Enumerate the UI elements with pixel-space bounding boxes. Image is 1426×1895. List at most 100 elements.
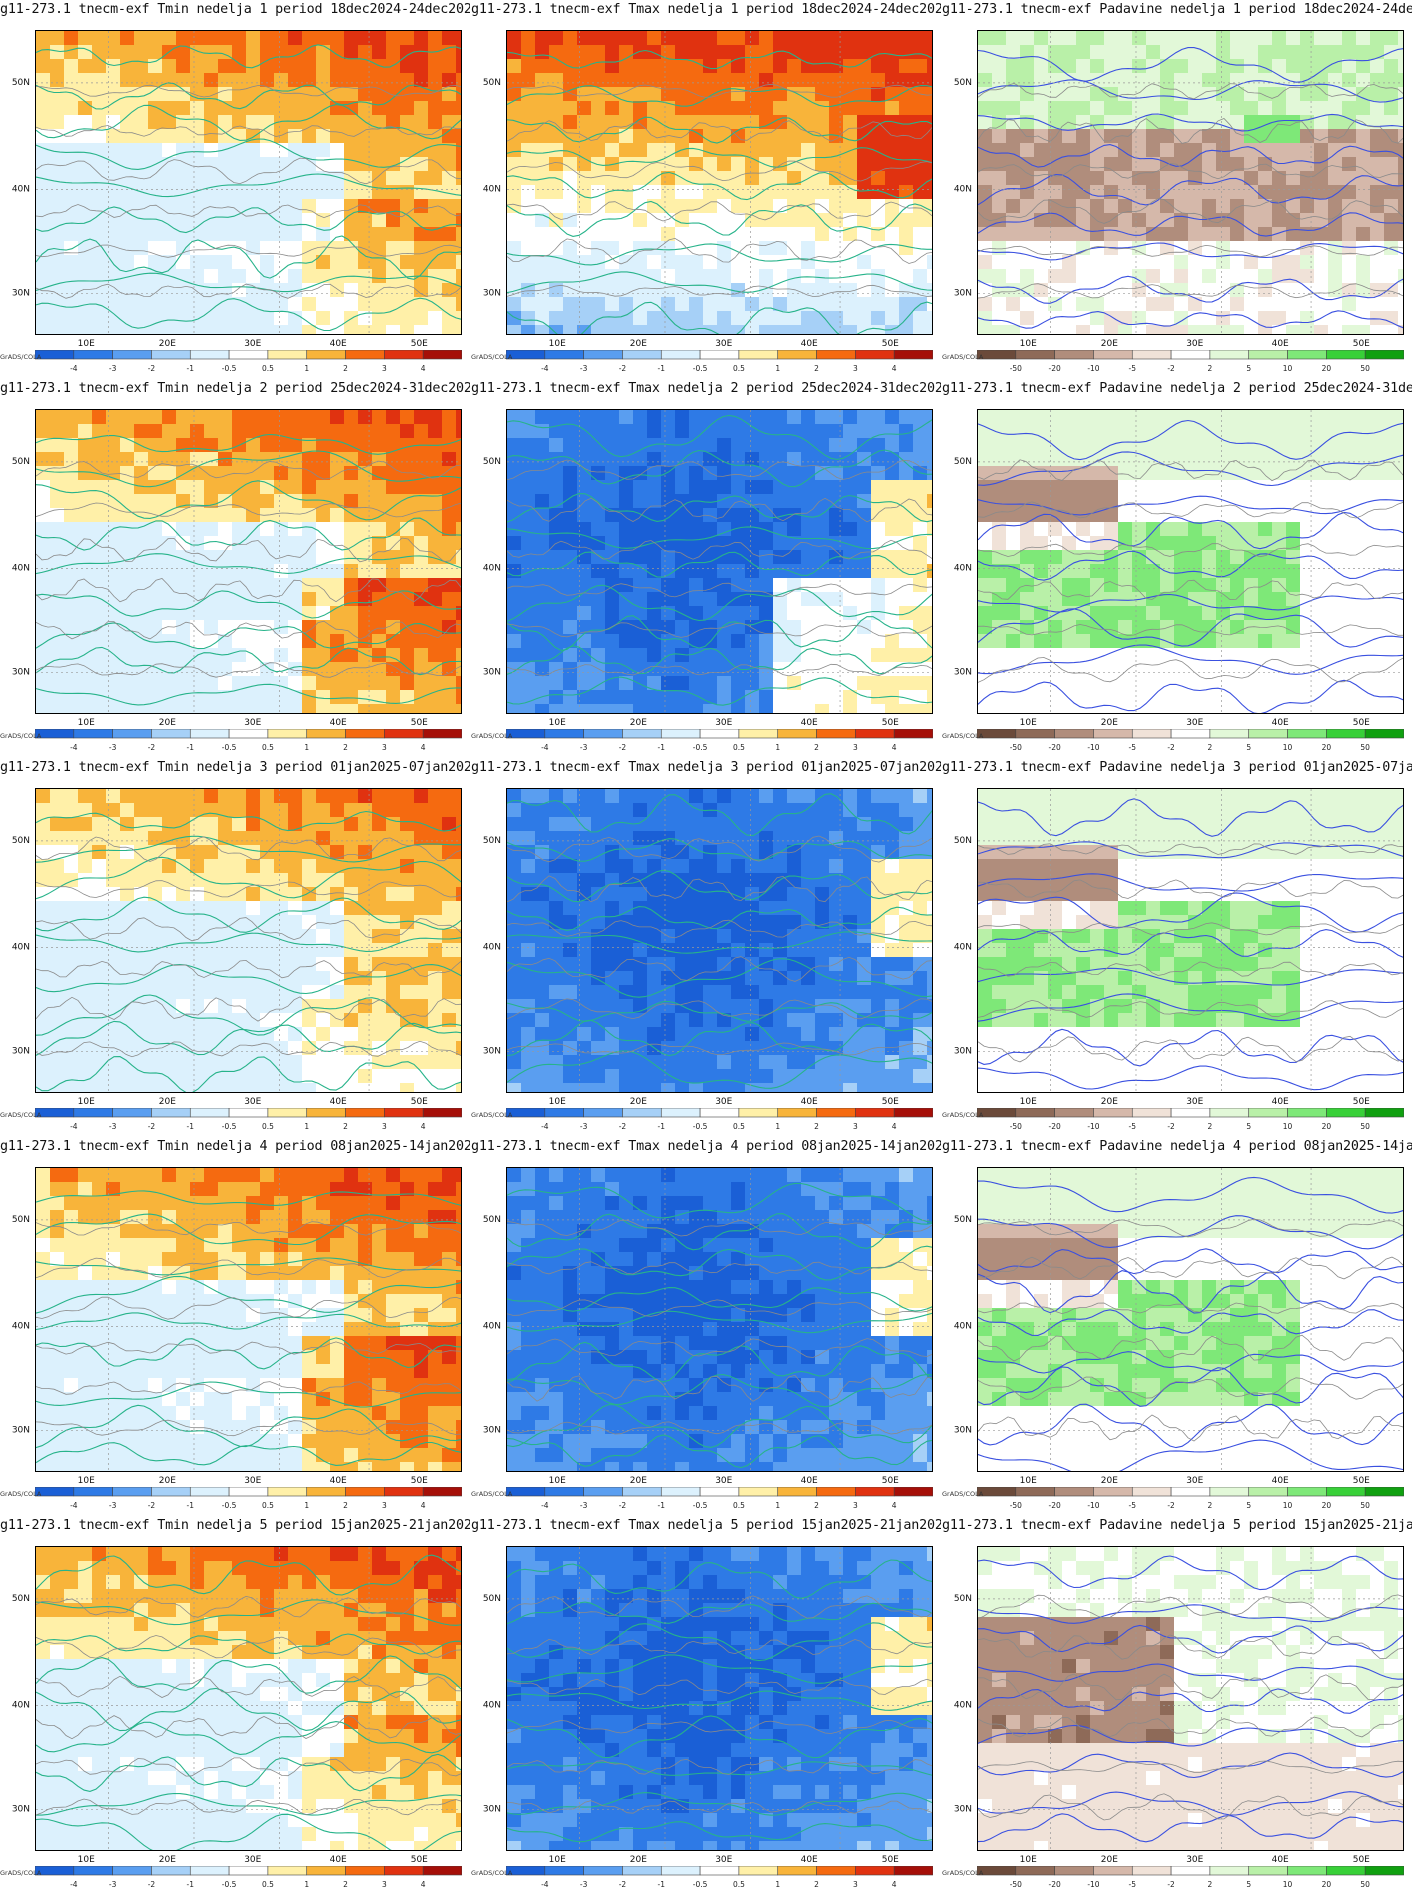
colorbar-swatch xyxy=(1364,1108,1404,1118)
map-field xyxy=(978,1547,1403,1850)
lon-tick-label: 50E xyxy=(411,1476,428,1486)
colorbar-level-label: -4 xyxy=(70,1122,78,1131)
colorbar-level-label: -0.5 xyxy=(693,1122,708,1131)
lon-tick-label: 20E xyxy=(1101,1097,1118,1107)
lon-tick-label: 20E xyxy=(159,339,176,349)
panel-title: g11-273.1 tnecm-exf Padavine nedelja 2 p… xyxy=(942,381,1412,396)
colorbar-swatch xyxy=(112,729,152,739)
lon-tick-label: 10E xyxy=(549,718,566,728)
colorbar-swatch xyxy=(622,1866,662,1876)
colorbar-level-label: 1 xyxy=(304,364,309,373)
lon-tick-label: 50E xyxy=(882,1476,899,1486)
map-plot-area xyxy=(977,409,1404,714)
lat-tick-label: 50N xyxy=(12,1215,30,1225)
lat-tick-label: 50N xyxy=(954,836,972,846)
grads-source-label: GrADS/COLA xyxy=(942,353,984,361)
colorbar-level-label: -10 xyxy=(1087,364,1099,373)
colorbar-level-label: 10 xyxy=(1283,1880,1293,1889)
colorbar-level-label: 20 xyxy=(1322,1880,1332,1889)
colorbar-swatch xyxy=(345,350,385,360)
colorbar-swatch xyxy=(855,1866,895,1876)
colorbar-level-label: -50 xyxy=(1010,1880,1022,1889)
lat-tick-label: 50N xyxy=(954,457,972,467)
map-plot-area xyxy=(506,1167,933,1472)
colorbar-level-label: 10 xyxy=(1283,743,1293,752)
colorbar-level-label: -1 xyxy=(658,364,666,373)
colorbar-level-label: 2 xyxy=(343,743,348,752)
colorbar-swatch xyxy=(1093,350,1133,360)
colorbar-level-label: 2 xyxy=(343,1501,348,1510)
map-panel-tmin-week-2: g11-273.1 tnecm-exf Tmin nedelja 2 perio… xyxy=(0,379,470,757)
colorbar-swatch xyxy=(1093,1108,1133,1118)
colorbar-level-label: 20 xyxy=(1322,364,1332,373)
colorbar-swatch xyxy=(384,729,424,739)
colorbar-swatch xyxy=(660,1487,701,1497)
lon-tick-label: 50E xyxy=(882,1855,899,1865)
colorbar-swatch xyxy=(112,1866,152,1876)
colorbar-swatch xyxy=(699,1487,740,1497)
colorbar-level-label: 3 xyxy=(853,1501,858,1510)
colorbar-swatch xyxy=(544,1866,584,1876)
colorbar-swatch xyxy=(777,350,817,360)
lon-tick-label: 40E xyxy=(801,1097,818,1107)
colorbar-swatch xyxy=(1209,1108,1250,1118)
colorbar-legend: -4 -3 -2 -1 -0.5 0.5 1 2 3 4 xyxy=(35,729,462,755)
colorbar-swatch xyxy=(422,350,462,360)
colorbar-swatch xyxy=(1209,729,1250,739)
colorbar-level-label: 20 xyxy=(1322,1122,1332,1131)
colorbar-level-label: -4 xyxy=(541,743,549,752)
colorbar-level-label: -5 xyxy=(1129,364,1137,373)
map-panel-tmin-week-4: g11-273.1 tnecm-exf Tmin nedelja 4 perio… xyxy=(0,1137,470,1515)
lat-tick-label: 30N xyxy=(483,288,501,298)
colorbar-level-label: 10 xyxy=(1283,1501,1293,1510)
colorbar-level-label: -50 xyxy=(1010,364,1022,373)
colorbar-swatch xyxy=(816,729,856,739)
colorbar-level-label: 50 xyxy=(1360,1122,1370,1131)
colorbar-level-label: -2 xyxy=(148,1501,156,1510)
grads-source-label: GrADS/COLA xyxy=(471,353,513,361)
lat-tick-label: 30N xyxy=(12,1425,30,1435)
lon-tick-label: 30E xyxy=(715,339,732,349)
lon-tick-label: 30E xyxy=(715,1097,732,1107)
colorbar-level-label: -10 xyxy=(1087,1880,1099,1889)
colorbar-swatch xyxy=(1364,1487,1404,1497)
colorbar-swatch xyxy=(1015,1866,1055,1876)
grads-source-label: GrADS/COLA xyxy=(471,732,513,740)
colorbar-swatch xyxy=(228,350,269,360)
colorbar-level-label: 50 xyxy=(1360,1880,1370,1889)
colorbar-level-label: -0.5 xyxy=(693,1880,708,1889)
colorbar-swatch xyxy=(893,729,933,739)
colorbar-swatch xyxy=(1170,1108,1211,1118)
colorbar-swatch xyxy=(228,1108,269,1118)
colorbar-swatch xyxy=(777,1487,817,1497)
colorbar-level-label: -20 xyxy=(1049,1501,1061,1510)
colorbar-swatch xyxy=(583,350,623,360)
lon-tick-label: 10E xyxy=(1020,718,1037,728)
colorbar-swatch xyxy=(384,350,424,360)
colorbar-level-label: 2 xyxy=(814,364,819,373)
colorbar-level-label: 5 xyxy=(1246,743,1251,752)
colorbar-swatch xyxy=(1326,1866,1366,1876)
colorbar-swatch xyxy=(1131,1487,1172,1497)
map-panel-tmin-week-5: g11-273.1 tnecm-exf Tmin nedelja 5 perio… xyxy=(0,1516,470,1894)
panel-title: g11-273.1 tnecm-exf Padavine nedelja 3 p… xyxy=(942,760,1412,775)
lat-tick-label: 30N xyxy=(954,667,972,677)
colorbar-swatch xyxy=(1364,1866,1404,1876)
grads-source-label: GrADS/COLA xyxy=(0,1111,42,1119)
lon-tick-label: 10E xyxy=(549,1476,566,1486)
colorbar-swatch xyxy=(1170,350,1211,360)
colorbar-level-label: -0.5 xyxy=(693,743,708,752)
colorbar-swatch xyxy=(112,350,152,360)
colorbar-level-label: 1 xyxy=(304,743,309,752)
colorbar-swatch xyxy=(151,729,191,739)
colorbar-level-label: -3 xyxy=(580,1501,588,1510)
colorbar-level-label: -10 xyxy=(1087,1501,1099,1510)
lat-tick-label: 50N xyxy=(483,836,501,846)
map-panel-tmax-week-3: g11-273.1 tnecm-exf Tmax nedelja 3 perio… xyxy=(471,758,941,1136)
colorbar-level-label: -4 xyxy=(70,1880,78,1889)
colorbar-swatch xyxy=(1326,1487,1366,1497)
colorbar-swatch xyxy=(1209,1487,1250,1497)
lat-tick-label: 50N xyxy=(12,78,30,88)
colorbar-level-label: -2 xyxy=(619,1122,627,1131)
map-panel-padavine-week-3: g11-273.1 tnecm-exf Padavine nedelja 3 p… xyxy=(942,758,1412,1136)
